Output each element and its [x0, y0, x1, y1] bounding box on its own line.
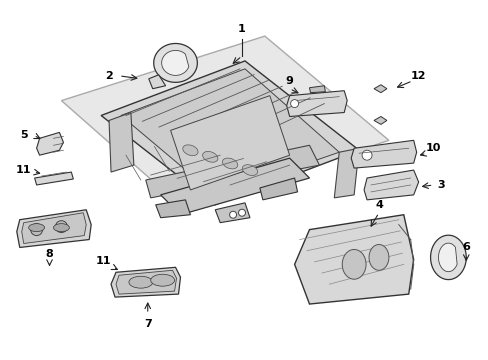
Polygon shape — [148, 75, 165, 89]
Polygon shape — [145, 145, 319, 198]
Polygon shape — [162, 50, 188, 75]
Ellipse shape — [222, 158, 237, 169]
Polygon shape — [170, 96, 289, 190]
Ellipse shape — [129, 276, 152, 288]
Polygon shape — [334, 148, 358, 198]
Circle shape — [31, 224, 42, 235]
Polygon shape — [155, 200, 190, 218]
Polygon shape — [294, 215, 413, 304]
Text: 8: 8 — [45, 249, 53, 260]
Ellipse shape — [29, 224, 44, 231]
Polygon shape — [61, 36, 388, 210]
Ellipse shape — [368, 244, 388, 270]
Polygon shape — [116, 270, 176, 294]
Text: 7: 7 — [143, 319, 151, 329]
Polygon shape — [430, 235, 465, 280]
Text: 9: 9 — [285, 76, 293, 86]
Polygon shape — [373, 117, 386, 125]
Text: 11: 11 — [16, 165, 31, 175]
Polygon shape — [101, 61, 358, 205]
Circle shape — [361, 150, 371, 160]
Polygon shape — [309, 86, 325, 93]
Circle shape — [55, 221, 67, 233]
Ellipse shape — [150, 274, 174, 286]
Polygon shape — [259, 178, 297, 200]
Text: 3: 3 — [437, 180, 445, 190]
Polygon shape — [373, 85, 386, 93]
Text: 1: 1 — [238, 24, 245, 34]
Polygon shape — [161, 158, 309, 215]
Circle shape — [290, 100, 298, 108]
Polygon shape — [35, 172, 73, 185]
Polygon shape — [364, 170, 418, 200]
Ellipse shape — [202, 152, 218, 162]
Ellipse shape — [242, 165, 257, 175]
Ellipse shape — [183, 145, 198, 156]
Text: 12: 12 — [410, 71, 426, 81]
Circle shape — [238, 209, 245, 216]
Text: 10: 10 — [425, 143, 440, 153]
Polygon shape — [111, 267, 180, 297]
Polygon shape — [21, 213, 86, 243]
Text: 5: 5 — [20, 130, 27, 140]
Polygon shape — [17, 210, 91, 247]
Ellipse shape — [53, 224, 69, 231]
Text: 4: 4 — [374, 200, 382, 210]
Polygon shape — [109, 113, 134, 172]
Text: 11: 11 — [95, 256, 111, 266]
Polygon shape — [153, 44, 197, 82]
Polygon shape — [286, 91, 346, 117]
Text: 2: 2 — [105, 71, 113, 81]
Ellipse shape — [342, 249, 366, 279]
Text: 6: 6 — [461, 243, 469, 252]
Circle shape — [229, 211, 236, 218]
Polygon shape — [215, 203, 249, 223]
Polygon shape — [37, 132, 63, 155]
Polygon shape — [350, 140, 416, 168]
Polygon shape — [438, 243, 456, 272]
Polygon shape — [121, 69, 339, 195]
